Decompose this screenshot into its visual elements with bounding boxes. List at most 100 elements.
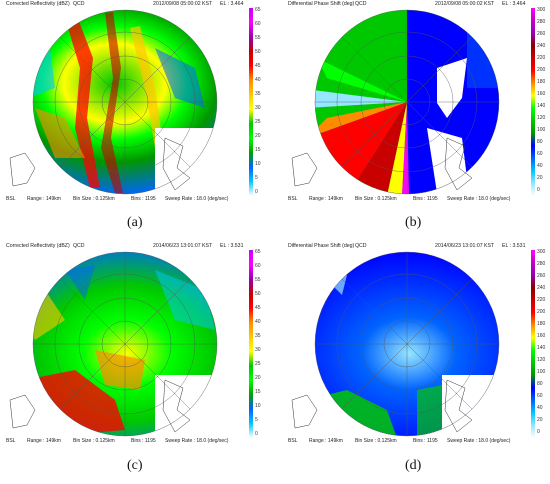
panel-footer: BSL Range : 149km Bin Size : 0.125km Bin…: [287, 438, 531, 446]
product-title: Corrected Reflectivity (dBZ): [6, 1, 70, 7]
radar-panel-d: Differential Phase Shift (deg) QCD 2014/…: [287, 242, 545, 448]
qc-mode: QCD: [73, 1, 85, 7]
qc-mode: QCD: [355, 1, 367, 7]
colorbar-label: 35: [255, 91, 261, 97]
caption-d: (d): [405, 458, 422, 473]
colorbar: 300 280 260 240 220 200 180 160 140 120 …: [531, 8, 547, 196]
colorbar-label: 60: [255, 21, 261, 27]
colorbar-label: 20: [255, 375, 261, 381]
colorbar-label: 5: [255, 417, 258, 423]
colorbar-label: 60: [537, 393, 543, 399]
colorbar-label: 60: [537, 151, 543, 157]
panel-header: Differential Phase Shift (deg) QCD 2012/…: [287, 0, 527, 9]
colorbar-label: 160: [537, 91, 546, 97]
colorbar-label: 20: [537, 417, 543, 423]
radar-ppi-image: [291, 9, 500, 195]
panel-footer: BSL Range : 149km Bin Size : 0.125km Bin…: [287, 196, 531, 204]
colorbar-label: 25: [255, 119, 261, 125]
site-label: BSL: [288, 438, 298, 444]
datetime: 2014/06/23 13:01:07 KST: [153, 243, 213, 249]
colorbar-label: 0: [537, 429, 540, 435]
colorbar-label: 160: [537, 333, 546, 339]
elevation: EL : 3.464: [220, 1, 244, 7]
sweep-rate-label: Sweep Rate : 18.0 (deg/sec): [447, 196, 511, 202]
radar-panel-c: Corrected Reflectivity (dBZ) QCD 2014/06…: [5, 242, 263, 448]
colorbar-label: 5: [255, 175, 258, 181]
bin-size-label: Bin Size : 0.125km: [73, 196, 115, 202]
colorbar: 65 60 55 50 45 40 35 30 25 20 15 10 5 0: [249, 8, 265, 196]
colorbar-label: 120: [537, 357, 546, 363]
bins-label: Bins : 1195: [131, 196, 156, 202]
bins-label: Bins : 1195: [413, 196, 438, 202]
colorbar-label: 240: [537, 285, 546, 291]
bins-label: Bins : 1195: [413, 438, 438, 444]
range-label: Range : 149km: [309, 196, 343, 202]
colorbar-label: 35: [255, 333, 261, 339]
datetime: 2014/06/23 13:01:07 KST: [435, 243, 495, 249]
colorbar-label: 50: [255, 291, 261, 297]
colorbar-gradient: [249, 250, 253, 438]
bin-size-label: Bin Size : 0.125km: [355, 196, 397, 202]
colorbar-label: 0: [537, 187, 540, 193]
colorbar-label: 20: [537, 175, 543, 181]
radar-ppi-image: [291, 251, 500, 437]
site-label: BSL: [288, 196, 298, 202]
colorbar-label: 40: [255, 319, 261, 325]
colorbar-label: 0: [255, 431, 258, 437]
radar-panel-a: Corrected Reflectivity (dBZ) QCD 2012/09…: [5, 0, 263, 206]
elevation: EL : 3.464: [502, 1, 526, 7]
colorbar-gradient: [249, 8, 253, 196]
colorbar-label: 180: [537, 321, 546, 327]
colorbar-label: 100: [537, 127, 546, 133]
panel-header: Differential Phase Shift (deg) QCD 2014/…: [287, 242, 527, 251]
colorbar: 300 280 260 240 220 200 180 160 140 120 …: [531, 250, 547, 438]
sweep-rate-label: Sweep Rate : 18.0 (deg/sec): [165, 196, 229, 202]
colorbar-label: 10: [255, 161, 261, 167]
elevation: EL : 3.531: [502, 243, 526, 249]
qc-mode: QCD: [355, 243, 367, 249]
colorbar-label: 45: [255, 305, 261, 311]
panel-footer: BSL Range : 149km Bin Size : 0.125km Bin…: [5, 438, 249, 446]
range-label: Range : 149km: [309, 438, 343, 444]
colorbar-label: 25: [255, 361, 261, 367]
colorbar-label: 280: [537, 261, 546, 267]
qc-mode: QCD: [73, 243, 85, 249]
panel-header: Corrected Reflectivity (dBZ) QCD 2012/09…: [5, 0, 245, 9]
colorbar-label: 50: [255, 49, 261, 55]
range-label: Range : 149km: [27, 196, 61, 202]
colorbar-label: 40: [537, 163, 543, 169]
colorbar-label: 55: [255, 277, 261, 283]
datetime: 2012/09/08 05:00:02 KST: [153, 1, 213, 7]
radar-ppi-image: [9, 251, 218, 437]
colorbar-label: 200: [537, 309, 546, 315]
colorbar-label: 80: [537, 139, 543, 145]
colorbar-gradient: [531, 8, 535, 196]
caption-c: (c): [127, 458, 143, 473]
colorbar-label: 65: [255, 249, 261, 255]
bins-label: Bins : 1195: [131, 438, 156, 444]
colorbar-label: 220: [537, 297, 546, 303]
range-label: Range : 149km: [27, 438, 61, 444]
colorbar-label: 30: [255, 105, 261, 111]
colorbar-label: 280: [537, 19, 546, 25]
colorbar-label: 120: [537, 115, 546, 121]
caption-b: (b): [405, 215, 422, 230]
colorbar-label: 180: [537, 79, 546, 85]
colorbar-label: 140: [537, 345, 546, 351]
colorbar-label: 240: [537, 43, 546, 49]
colorbar-label: 40: [537, 405, 543, 411]
colorbar-label: 55: [255, 35, 261, 41]
colorbar-label: 15: [255, 147, 261, 153]
colorbar-label: 200: [537, 67, 546, 73]
colorbar-label: 140: [537, 103, 546, 109]
panel-footer: BSL Range : 149km Bin Size : 0.125km Bin…: [5, 196, 249, 204]
colorbar-label: 80: [537, 381, 543, 387]
bin-size-label: Bin Size : 0.125km: [355, 438, 397, 444]
colorbar-label: 300: [537, 249, 546, 255]
elevation: EL : 3.531: [220, 243, 244, 249]
datetime: 2012/09/08 05:00:02 KST: [435, 1, 495, 7]
colorbar-label: 300: [537, 7, 546, 13]
site-label: BSL: [6, 438, 16, 444]
colorbar-label: 20: [255, 133, 261, 139]
colorbar-label: 260: [537, 31, 546, 37]
